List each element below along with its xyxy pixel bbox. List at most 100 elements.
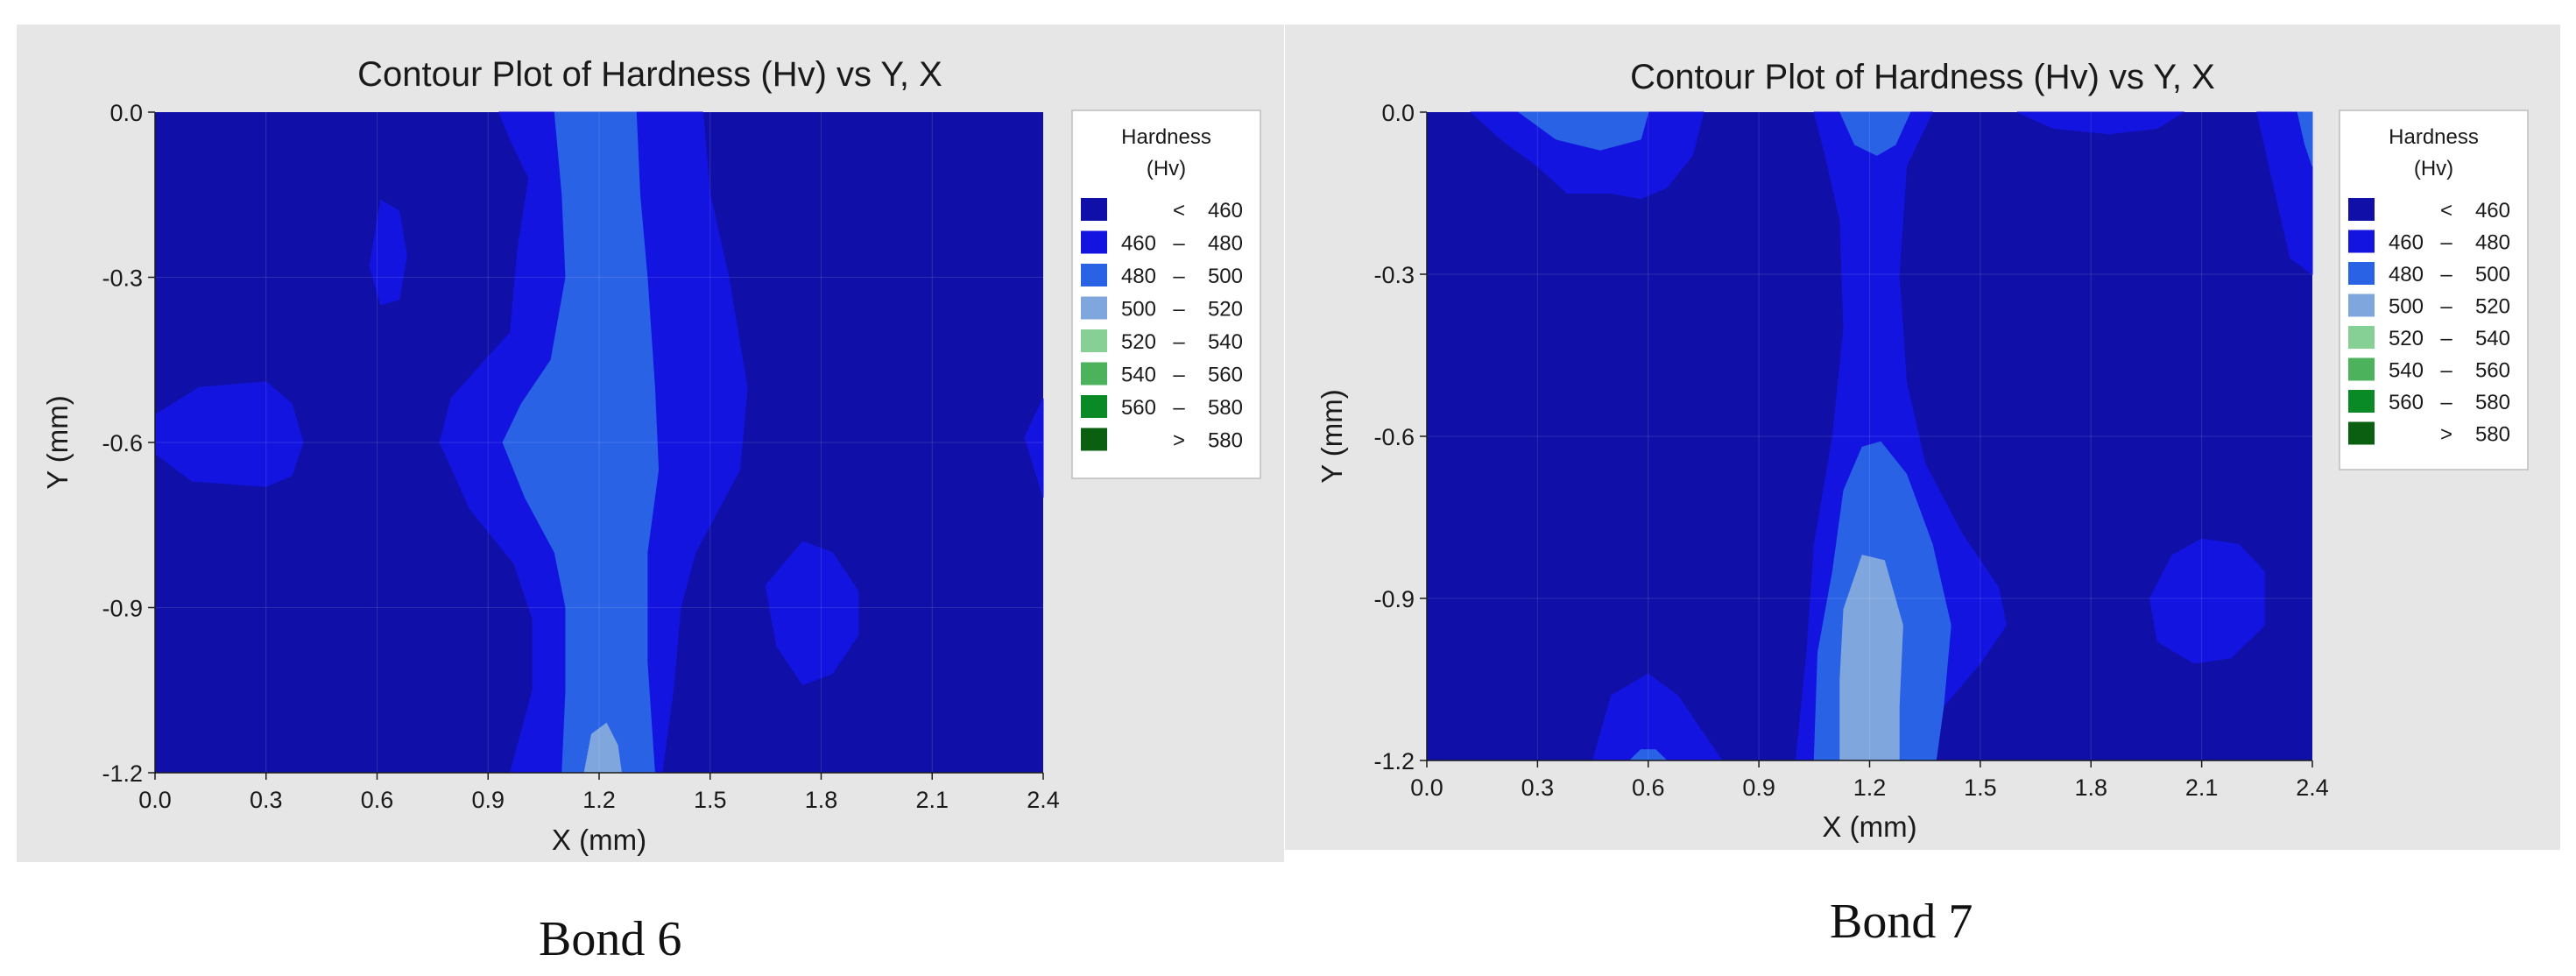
legend-swatch [2348,357,2375,381]
y-tick-label: -1.2 [1373,748,1415,774]
legend-title-unit: (Hv) [2414,157,2453,180]
legend-entry-low: 500 [2389,295,2424,319]
x-tick-label: 0.6 [361,787,394,813]
legend-swatch [2348,421,2375,445]
legend-swatch [2348,326,2375,349]
y-tick-label: -0.3 [1373,262,1415,288]
contour-region-460-480 [1024,398,1044,498]
legend-swatch [1081,264,1107,286]
legend-swatch [2348,262,2375,285]
legend: Hardness(Hv)< 460460–480480–500500–520520… [1071,110,1261,479]
legend-entry-symbol: – [2440,359,2452,383]
legend-entry-high: 460 [2475,199,2510,223]
legend-entry-high: 560 [2475,359,2510,383]
legend-swatch [1081,329,1107,352]
contour-region-460-480 [369,199,407,306]
x-tick-label: 2.1 [915,787,949,813]
y-tick-label: -1.2 [102,760,143,787]
legend-entry-symbol: > [1173,429,1185,453]
legend-entry-high: 560 [1208,364,1243,387]
x-axis-label: X (mm) [1822,810,1916,843]
legend-swatch [2348,390,2375,413]
legend-entry-low: 500 [1121,298,1156,322]
contour-region-480-500 [502,111,660,774]
x-tick-label: 0.0 [138,787,172,813]
chart-title: Contour Plot of Hardness (Hv) vs Y, X [1630,58,2215,96]
legend-entry-symbol: – [2440,231,2452,255]
legend-swatch [2348,294,2375,317]
x-tick-label: 1.8 [805,787,838,813]
legend-entry-symbol: < [1173,199,1185,223]
x-tick-label: 1.5 [694,787,727,813]
legend-entry-high: 540 [1208,330,1243,354]
x-tick-label: 0.0 [1410,774,1443,801]
y-tick-label: -0.3 [102,265,143,292]
legend-entry-low: 460 [1121,232,1156,256]
x-tick-label: 1.8 [2074,774,2107,801]
x-tick-label: 2.4 [2296,774,2329,801]
x-tick-label: 0.9 [471,787,505,813]
legend-title: Hardness [2389,125,2479,149]
caption-bond-6: Bond 6 [539,912,682,966]
legend-swatch [1081,428,1107,451]
legend-entry-symbol: < [2440,199,2452,223]
legend-entry-low: 560 [1121,396,1156,420]
contour-region-480-500 [1839,111,1911,156]
contour-plot-svg: Contour Plot of Hardness (Hv) vs Y, X 0.0… [41,55,1261,856]
x-tick-label: 0.9 [1742,774,1775,801]
x-tick-label: 1.2 [1853,774,1887,801]
legend-entry-symbol: – [1173,396,1185,420]
legend-entry-symbol: – [2440,295,2452,319]
contour-chart-bond-6: Contour Plot of Hardness (Hv) vs Y, X 0.0… [17,25,1284,862]
legend-entry-symbol: > [2440,423,2452,447]
y-tick-label: -0.6 [102,430,143,456]
legend-entry-low: 540 [2389,359,2424,383]
contour-region-460-480 [154,381,304,487]
legend-swatch [1081,230,1107,254]
x-tick-label: 0.3 [1521,774,1555,801]
legend-entry-high: 480 [2475,231,2510,255]
legend-entry-high: 500 [1208,265,1243,288]
contour-region-460-480 [2016,111,2185,135]
legend-entry-high: 580 [2475,391,2510,414]
legend-entry-symbol: – [2440,391,2452,414]
legend-entry-symbol: – [2440,263,2452,286]
legend-entry-low: 540 [1121,364,1156,387]
legend-entry-high: 580 [1208,429,1243,453]
y-tick-label: -0.6 [1373,424,1415,450]
legend-entry-high: 480 [1208,232,1243,256]
contour-region-480-500 [1517,111,1649,151]
legend-entry-high: 520 [1208,298,1243,322]
contour-region-480-500 [2297,111,2313,166]
legend-entry-low: 560 [2389,391,2424,414]
x-tick-label: 2.1 [2185,774,2219,801]
legend-entry-symbol: – [2440,327,2452,350]
legend-entry-low: 460 [2389,231,2424,255]
legend-swatch [1081,395,1107,418]
x-tick-label: 0.3 [250,787,283,813]
legend-entry-high: 580 [2475,423,2510,447]
y-axis-label: Y (mm) [1316,389,1348,484]
legend-entry-low: 520 [1121,330,1156,354]
legend-entry-low: 520 [2389,327,2424,350]
x-tick-label: 2.4 [1027,787,1060,813]
x-tick-label: 1.2 [582,787,616,813]
legend-entry-symbol: – [1173,265,1185,288]
contour-region-460-480 [2149,538,2265,664]
legend-entry-low: 480 [1121,265,1156,288]
contour-chart-bond-7: Contour Plot of Hardness (Hv) vs Y, X 0.0… [1285,25,2560,850]
legend-entry-high: 500 [2475,263,2510,286]
legend-entry-high: 580 [1208,396,1243,420]
legend-entry-symbol: – [1173,364,1185,387]
x-axis-label: X (mm) [552,824,646,856]
y-tick-label: -0.9 [1373,586,1415,612]
y-axis-label: Y (mm) [41,395,74,490]
legend: Hardness(Hv)< 460460–480480–500500–520520… [2339,110,2529,470]
y-tick-label: 0.0 [109,100,143,126]
chart-title: Contour Plot of Hardness (Hv) vs Y, X [357,55,942,94]
contour-region-460-480 [1470,111,1704,200]
legend-title-unit: (Hv) [1147,157,1186,180]
legend-swatch [2348,198,2375,221]
legend-entry-high: 520 [2475,295,2510,319]
legend-entry-low: 480 [2389,263,2424,286]
